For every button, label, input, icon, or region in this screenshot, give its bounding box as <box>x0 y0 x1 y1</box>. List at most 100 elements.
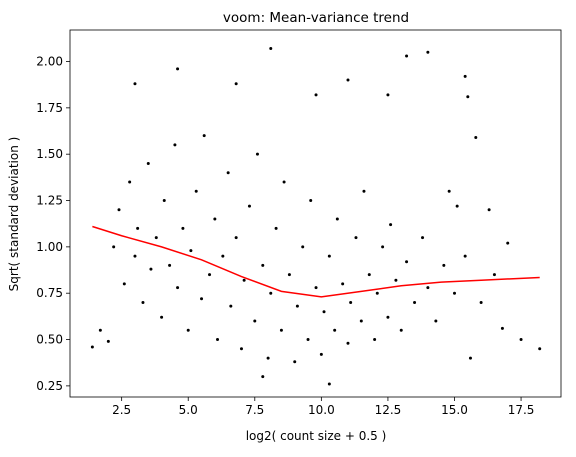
point <box>194 189 198 193</box>
point <box>452 291 456 295</box>
point <box>386 93 390 97</box>
point <box>487 208 491 212</box>
point <box>128 180 132 184</box>
point <box>293 360 297 364</box>
trend-line <box>92 225 540 298</box>
point <box>261 375 265 379</box>
point <box>186 328 190 332</box>
x-tick-label: 10.0 <box>308 403 335 417</box>
point <box>413 300 417 304</box>
point <box>468 356 472 360</box>
point <box>466 95 470 99</box>
point <box>255 152 259 156</box>
point <box>242 278 246 282</box>
point <box>234 82 238 86</box>
point <box>479 300 483 304</box>
point <box>359 319 363 323</box>
point <box>189 249 193 253</box>
point <box>162 199 166 203</box>
point <box>306 338 310 342</box>
point <box>229 304 233 308</box>
point <box>367 273 371 277</box>
y-tick-label: 0.25 <box>36 379 63 393</box>
point <box>314 286 318 290</box>
x-tick-label: 5.0 <box>179 403 198 417</box>
point <box>354 236 358 240</box>
point <box>389 223 393 227</box>
point <box>375 291 379 295</box>
point <box>373 338 377 342</box>
y-tick-label: 0.75 <box>36 286 63 300</box>
point <box>279 328 283 332</box>
x-tick-label: 15.0 <box>441 403 468 417</box>
point <box>346 341 350 345</box>
point <box>519 338 523 342</box>
y-tick-label: 1.75 <box>36 101 63 115</box>
point <box>216 338 220 342</box>
point <box>133 82 137 86</box>
point <box>213 217 217 221</box>
point <box>399 328 403 332</box>
chart-title: voom: Mean-variance trend <box>223 10 409 26</box>
point <box>176 286 180 290</box>
point <box>253 319 257 323</box>
point <box>455 204 459 208</box>
point <box>287 273 291 277</box>
point <box>314 93 318 97</box>
y-tick-label: 1.00 <box>36 240 63 254</box>
point <box>133 254 137 258</box>
point <box>269 291 273 295</box>
point <box>426 286 430 290</box>
point <box>319 352 323 356</box>
point <box>295 304 299 308</box>
point <box>500 326 504 330</box>
point <box>405 260 409 264</box>
point <box>200 297 204 301</box>
y-axis-label: Sqrt( standard deviation ) <box>7 137 21 292</box>
point <box>274 226 278 230</box>
point <box>421 236 425 240</box>
point <box>474 136 478 140</box>
point <box>176 67 180 71</box>
point <box>141 300 145 304</box>
point <box>381 245 385 249</box>
point <box>335 217 339 221</box>
point <box>261 263 265 267</box>
point <box>146 161 150 165</box>
point <box>463 254 467 258</box>
point <box>173 143 177 147</box>
point <box>301 245 305 249</box>
x-tick-label: 2.5 <box>112 403 131 417</box>
point <box>386 315 390 319</box>
point <box>333 328 337 332</box>
point <box>90 345 94 349</box>
point <box>362 189 366 193</box>
x-tick-label: 17.5 <box>508 403 535 417</box>
point <box>266 356 270 360</box>
point <box>349 300 353 304</box>
point <box>282 180 286 184</box>
point <box>202 134 206 138</box>
y-tick-label: 1.50 <box>36 147 63 161</box>
point <box>322 310 326 314</box>
point <box>492 273 496 277</box>
point <box>341 282 345 286</box>
point <box>226 171 230 175</box>
point <box>346 78 350 82</box>
point <box>269 47 273 51</box>
point <box>247 204 251 208</box>
plot-frame <box>69 29 562 398</box>
point <box>394 278 398 282</box>
point <box>98 328 102 332</box>
y-tick-label: 0.50 <box>36 333 63 347</box>
point <box>442 263 446 267</box>
y-tick-label: 1.25 <box>36 194 63 208</box>
point <box>208 273 212 277</box>
point <box>168 263 172 267</box>
point <box>538 347 542 351</box>
point <box>149 267 153 271</box>
point <box>136 226 140 230</box>
point <box>239 347 243 351</box>
point <box>327 254 331 258</box>
